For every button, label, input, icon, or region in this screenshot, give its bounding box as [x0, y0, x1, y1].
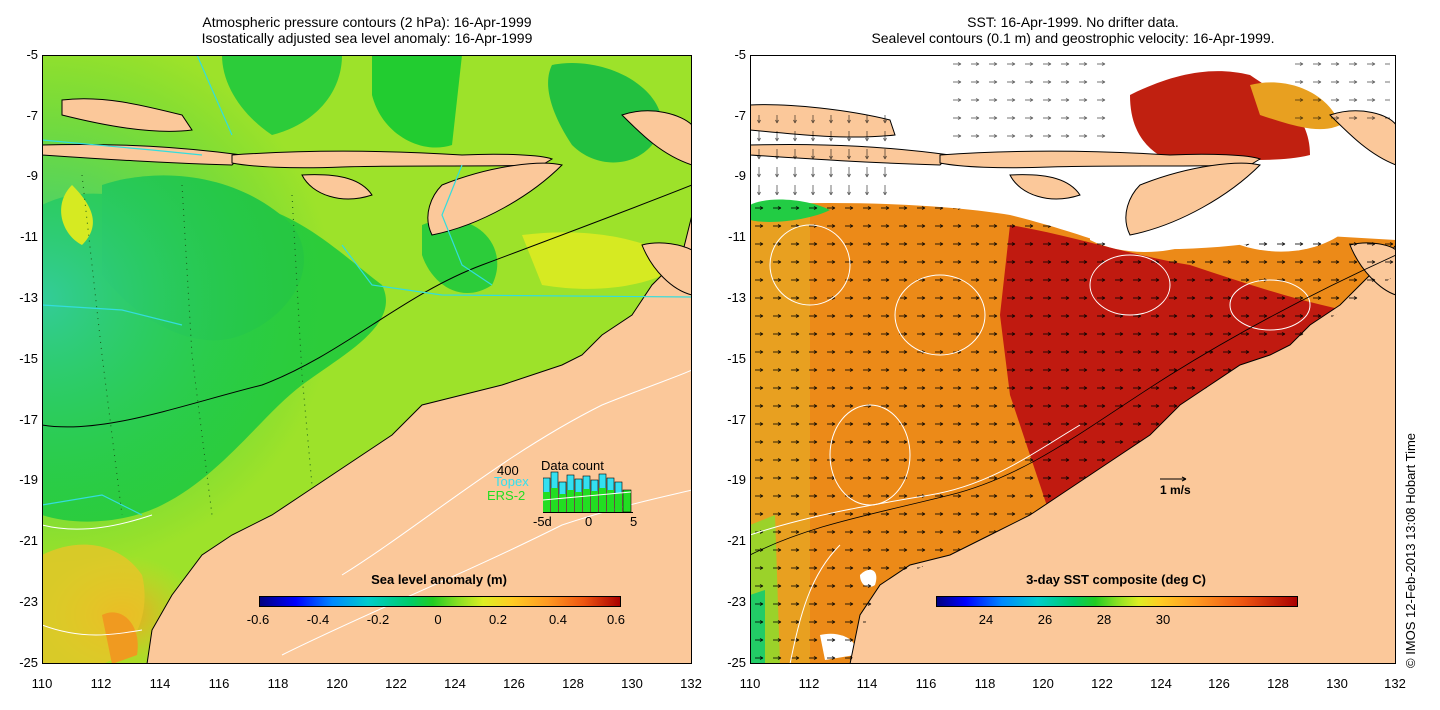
topex-label: Topex	[494, 474, 529, 489]
right-y-tick: -5	[734, 47, 746, 62]
right-colorbar	[936, 596, 1298, 607]
left-y-tick: -25	[19, 655, 38, 670]
right-colorbar-tick: 28	[1096, 612, 1112, 627]
credit-text: © IMOS 12-Feb-2013 13:08 Hobart Time	[1403, 432, 1418, 668]
right-y-tick: -25	[727, 655, 746, 670]
left-y-tick: -21	[19, 533, 38, 548]
left-colorbar-tick: -0.2	[366, 612, 390, 627]
left-title-line2: Isostatically adjusted sea level anomaly…	[201, 30, 533, 46]
left-colorbar-tick: 0.2	[488, 612, 508, 627]
right-y-tick: -21	[727, 533, 746, 548]
left-y-tick: -23	[19, 594, 38, 609]
data-count-label: Data count	[541, 458, 604, 473]
left-x-tick: 122	[385, 676, 407, 691]
data-count-x-label: -5d	[533, 514, 552, 529]
left-x-tick: 124	[444, 676, 466, 691]
left-title-line1: Atmospheric pressure contours (2 hPa): 1…	[202, 14, 532, 30]
left-colorbar-tick: 0.6	[606, 612, 626, 627]
left-y-tick: -5	[26, 47, 38, 62]
data-count-histogram	[543, 471, 633, 513]
right-y-tick: -23	[727, 594, 746, 609]
ers-label: ERS-2	[487, 488, 526, 503]
left-x-tick: 132	[680, 676, 702, 691]
velocity-scale-label: 1 m/s	[1160, 483, 1191, 497]
left-map	[42, 55, 692, 664]
left-y-tick: -17	[19, 412, 38, 427]
right-title-line1: SST: 16-Apr-1999. No drifter data.	[967, 14, 1179, 30]
left-colorbar-tick: 0.4	[548, 612, 568, 627]
left-y-tick: -13	[19, 290, 38, 305]
left-colorbar-title: Sea level anomaly (m)	[371, 572, 507, 587]
right-x-tick: 132	[1384, 676, 1406, 691]
right-y-tick: -7	[734, 108, 746, 123]
left-colorbar-tick: -0.4	[306, 612, 330, 627]
left-y-tick: -7	[26, 108, 38, 123]
data-count-x-label: 0	[585, 514, 593, 529]
left-x-tick: 120	[326, 676, 348, 691]
right-x-tick: 120	[1032, 676, 1054, 691]
data-count-x-label: 5	[630, 514, 638, 529]
right-colorbar-tick: 26	[1037, 612, 1053, 627]
right-y-tick: -15	[727, 351, 746, 366]
left-y-tick: -11	[20, 229, 38, 244]
left-x-tick: 110	[31, 676, 53, 691]
right-y-tick: -13	[727, 290, 746, 305]
left-y-tick: -9	[26, 168, 38, 183]
left-x-tick: 126	[503, 676, 525, 691]
right-x-tick: 122	[1091, 676, 1113, 691]
left-x-tick: 114	[149, 676, 171, 691]
right-x-tick: 114	[856, 676, 878, 691]
left-colorbar-tick: 0	[434, 612, 442, 627]
right-x-tick: 128	[1267, 676, 1289, 691]
left-x-tick: 130	[621, 676, 643, 691]
right-y-tick: -11	[728, 229, 746, 244]
right-x-tick: 116	[915, 676, 937, 691]
right-x-tick: 126	[1208, 676, 1230, 691]
right-x-tick: 124	[1150, 676, 1172, 691]
right-colorbar-tick: 24	[978, 612, 994, 627]
right-x-tick: 110	[739, 676, 761, 691]
right-map	[750, 55, 1396, 664]
left-x-tick: 112	[90, 676, 112, 691]
left-x-tick: 128	[562, 676, 584, 691]
right-y-tick: -17	[727, 412, 746, 427]
left-x-tick: 118	[267, 676, 289, 691]
left-colorbar	[259, 596, 621, 607]
left-x-tick: 116	[208, 676, 230, 691]
right-y-tick: -19	[727, 472, 746, 487]
left-y-tick: -15	[19, 351, 38, 366]
right-title-line2: Sealevel contours (0.1 m) and geostrophi…	[871, 30, 1275, 46]
right-y-tick: -9	[734, 168, 746, 183]
right-colorbar-title: 3-day SST composite (deg C)	[1026, 572, 1206, 587]
right-x-tick: 112	[798, 676, 820, 691]
data-count-max: 400	[497, 463, 519, 478]
right-x-tick: 118	[974, 676, 996, 691]
left-colorbar-tick: -0.6	[246, 612, 270, 627]
right-x-tick: 130	[1326, 676, 1348, 691]
left-y-tick: -19	[19, 472, 38, 487]
right-colorbar-tick: 30	[1155, 612, 1171, 627]
